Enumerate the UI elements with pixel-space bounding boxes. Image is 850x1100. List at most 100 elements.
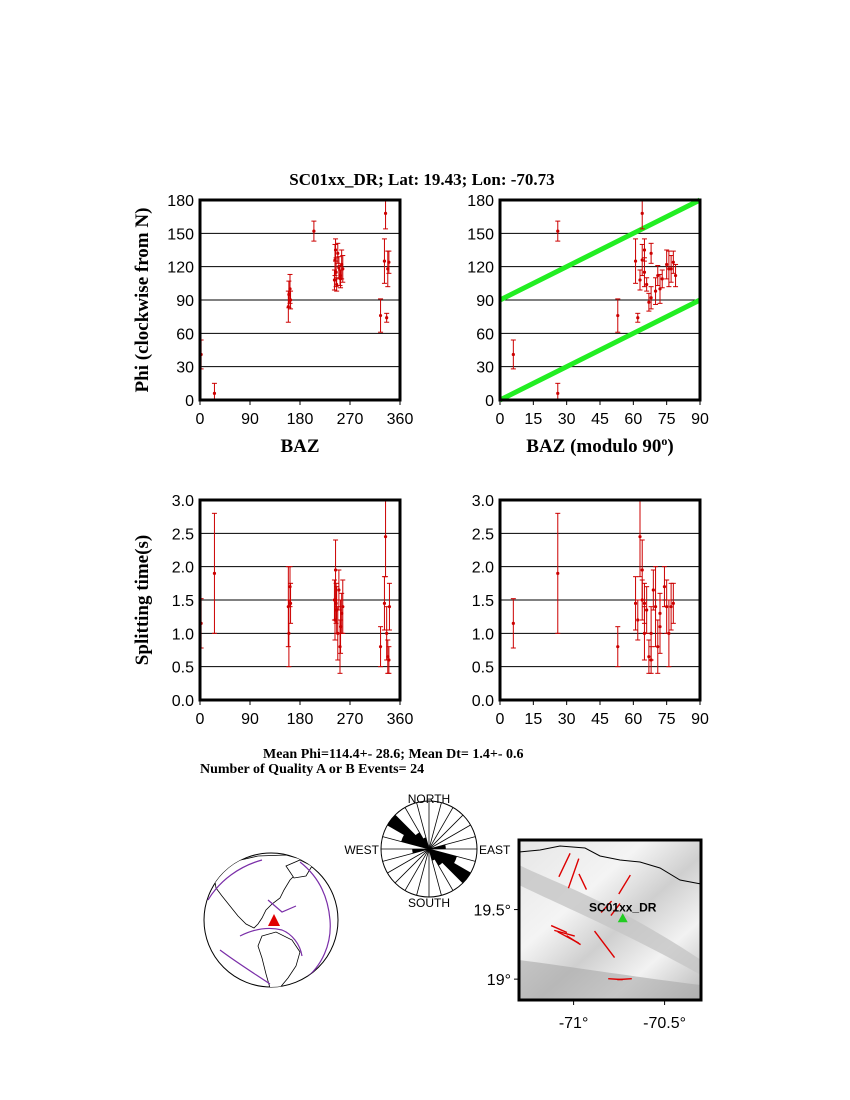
rose-petal [387,815,429,849]
x-tick-label: 75 [658,711,676,728]
plot-frame [498,498,702,702]
data-point [645,608,649,612]
split-bar [617,977,632,981]
y-tick-label: 1.0 [172,626,194,643]
y-tick-label: 1.0 [472,626,494,643]
data-point [288,585,292,589]
x-tick-label: 15 [524,411,542,428]
y-tick-label: 3.0 [472,493,494,510]
data-point [511,352,515,357]
data-point [649,631,653,635]
y-tick-label: 2.0 [172,560,194,577]
event-count-text: Number of Quality A or B Events= 24 [200,762,424,777]
split-bar [567,858,580,889]
chart-phi-baz-mod90: 0 30 60 90 120 150 180 0 15 30 45 60 75 90 BAZ (modulo… [467,193,709,457]
map-split-bars [550,852,632,981]
y-tick-label: 30 [476,360,494,377]
data-point [385,316,389,320]
y-tick-label: 60 [176,326,194,343]
x-tick-label: 0 [196,711,205,728]
data-point [651,588,655,592]
map-relief-ridge [519,865,701,975]
data-point [638,278,642,282]
rose-diagram: NORTH SOUTH EAST WEST [344,792,511,910]
y-tick-label: 2.5 [472,526,494,543]
data-point [341,605,345,609]
x-tick-label: 270 [337,411,364,428]
x-tick-label: 30 [558,711,576,728]
data-point [671,601,675,605]
y-tick-label: 90 [176,293,194,310]
y-axis-label: Splitting time(s) [132,535,153,665]
rose-label-west: WEST [344,843,379,857]
data-point [288,601,293,605]
plot-frame [498,198,702,402]
y-tick-label: 3.0 [172,493,194,510]
data-point [382,259,387,263]
split-bar [578,873,588,890]
data-point [287,631,291,635]
globe-coastline-north-america [213,854,305,929]
y-tick-label: 180 [167,193,194,210]
data-point [645,282,649,287]
data-point [671,260,675,264]
data-point [616,313,620,318]
x-tick-label: 45 [591,711,609,728]
mean-stats-text: Mean Phi=114.4+- 28.6; Mean Dt= 1.4+- 0.… [263,747,524,762]
map-ticks: 19.5° 19° -71° -70.5° [473,903,686,1032]
data-point [669,605,673,609]
globe-inset [203,852,339,988]
x-tick-label: 90 [691,411,709,428]
chart-dt-baz: 0.0 0.5 1.0 1.5 2.0 2.5 3.0 0 90 180 270 360 Splitti… [132,493,413,728]
data-point [647,655,651,659]
lon-tick-label: -71° [559,1015,589,1032]
x-axis-label: BAZ (modulo 90o) [526,434,673,457]
data-point [665,605,669,609]
split-bar [610,903,621,917]
x-tick-label: 180 [287,711,314,728]
map-station-marker [617,913,628,923]
lat-tick-label: 19° [487,972,511,989]
data-point [336,251,340,255]
split-bar [618,874,631,895]
data-point [387,658,391,662]
globe-station-marker [268,914,280,926]
data-point [335,282,339,287]
reference-line [498,197,702,303]
y-tick-label: 0 [185,393,194,410]
y-tick-label: 0.0 [472,693,494,710]
y-tick-label: 0.0 [172,693,194,710]
data-point [333,248,338,252]
data-point [636,316,640,320]
y-tick-label: 2.5 [172,526,194,543]
data-point [656,645,660,649]
data-point [385,631,389,635]
chart-dt-baz-mod90: 0.0 0.5 1.0 1.5 2.0 2.5 3.0 0 15 30 45 60 75 90 [472,493,709,728]
x-tick-label: 0 [196,411,205,428]
y-tick-label: 1.5 [472,593,494,610]
rose-label-north: NORTH [408,792,450,806]
split-bar [550,924,568,934]
data-point [649,658,653,662]
rose-petal [429,844,446,849]
data-point [387,605,392,609]
y-tick-label: 0 [485,393,494,410]
data-point [642,601,647,605]
split-bar [566,935,581,946]
y-tick-label: 30 [176,360,194,377]
data-point [336,631,340,635]
x-tick-label: 270 [337,711,364,728]
globe-plate-boundaries [207,859,331,985]
data-point [383,535,388,539]
data-point [382,601,387,605]
x-tick-label: 60 [624,411,642,428]
data-point [649,251,653,255]
y-tick-label: 1.5 [172,593,194,610]
data-point [378,313,383,318]
data-point [669,267,673,271]
split-bar [593,930,616,959]
figure-title: SC01xx_DR; Lat: 19.43; Lon: -70.73 [289,170,554,189]
rose-label-south: SOUTH [408,896,450,910]
map-coastline [518,845,702,885]
x-tick-label: 60 [624,711,642,728]
